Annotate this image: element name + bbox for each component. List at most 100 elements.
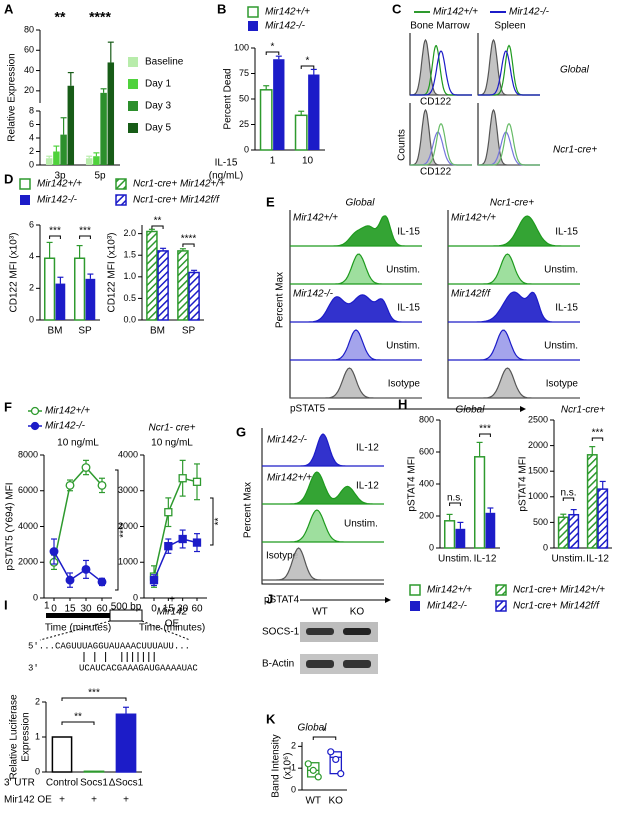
legend-label: Mir142-/-	[265, 21, 306, 32]
blot-label: SOCS-1	[262, 627, 300, 638]
bracket	[210, 497, 214, 546]
y-tick-label: 20	[24, 85, 34, 95]
legend-label: Mir142+/+	[45, 406, 90, 417]
legend-label: Mir142+/+	[433, 7, 478, 18]
legend-swatch	[495, 600, 507, 612]
x-tick-label: WT	[305, 796, 321, 807]
bar	[146, 230, 158, 321]
box	[329, 751, 343, 775]
histogram	[290, 253, 422, 285]
y-tick-label: 500	[533, 517, 548, 527]
histogram	[448, 291, 580, 323]
y-tick-label: 100	[234, 42, 249, 52]
bar	[55, 283, 66, 320]
legend-swatch	[410, 601, 420, 611]
histogram	[448, 253, 580, 285]
point	[304, 760, 312, 768]
legend-swatch	[248, 21, 258, 31]
utr-bar	[46, 613, 110, 618]
y-axis-label: pSTAT4 MFI	[407, 456, 418, 511]
line	[153, 538, 198, 581]
bar	[557, 516, 569, 549]
y-tick-label: 1	[35, 731, 40, 741]
bracket	[61, 697, 127, 701]
plus-sign: +	[123, 795, 129, 806]
genotype-label: Mir142-/-	[293, 289, 334, 300]
x-axis-label: IL-15	[215, 158, 238, 169]
y-axis-label: pSTAT5 (Y694) MFI	[5, 483, 16, 571]
annotation: ***	[88, 688, 100, 699]
bar	[485, 512, 496, 548]
legend-label: Mir142+/+	[427, 585, 472, 596]
condition-label: Isotype	[546, 379, 579, 390]
x-tick-label: 10	[302, 156, 314, 167]
bar	[568, 513, 580, 549]
point	[314, 773, 322, 781]
condition-label: Unstim.	[544, 265, 578, 276]
column-label: Spleen	[494, 21, 525, 32]
marker	[192, 538, 202, 547]
y-tick-label: 8000	[18, 449, 38, 459]
histogram	[262, 509, 384, 543]
panel-letter: C	[392, 1, 402, 16]
x-tick-label: SP	[78, 326, 92, 337]
condition-label: Isotype	[388, 379, 421, 390]
y-tick-label: 0	[29, 314, 34, 324]
axis-label: Counts	[397, 129, 408, 161]
annotation: ***	[479, 424, 491, 435]
annotation: *	[271, 42, 275, 53]
x-axis-label: (ng/mL)	[209, 171, 243, 182]
marker	[178, 474, 187, 483]
x-tick-label: 1	[270, 156, 276, 167]
line	[53, 551, 103, 583]
bracket	[562, 497, 575, 501]
histogram	[290, 294, 422, 323]
utr-sequence: 5'...CAGUUUAGGUAUAAACUUUAUU...	[28, 641, 190, 651]
plus-sign: +	[91, 795, 97, 806]
y-tick-label: 1.0	[123, 271, 136, 281]
axis-label: CD122	[420, 97, 452, 108]
bar	[85, 278, 96, 320]
condition-label: IL-12	[356, 481, 379, 492]
y-tick-label: 0	[33, 592, 38, 602]
x-tick-label: SP	[182, 326, 196, 337]
axis-label: Percent Max	[243, 482, 254, 538]
y-tick-label: 2000	[528, 440, 548, 450]
histogram	[262, 471, 384, 505]
panel-letter: F	[4, 399, 12, 414]
y-tick-label: 0	[29, 159, 34, 169]
x-tick-label: BM	[48, 326, 63, 337]
bar	[177, 250, 189, 321]
marker	[81, 463, 91, 472]
y-tick-label: 600	[419, 446, 434, 456]
legend-swatch	[128, 101, 138, 111]
blot-label: B-Actin	[262, 659, 294, 670]
x-tick-label: Socs1	[80, 778, 108, 789]
bar	[157, 250, 169, 321]
x-tick-label: 15	[163, 604, 175, 615]
histogram	[410, 50, 472, 96]
blot-strip	[300, 622, 378, 642]
genotype-label: Mir142+/+	[293, 213, 338, 224]
histogram	[478, 38, 540, 96]
bar	[308, 74, 320, 150]
annotation: ****	[89, 9, 111, 25]
legend-label: Ncr1-cre+ Mir142f/f	[513, 601, 600, 612]
condition-label: Unstim.	[344, 519, 378, 530]
axis-label: pSTAT4	[264, 595, 300, 606]
y-tick-label: 4000	[118, 449, 138, 459]
y-tick-label: 4000	[18, 521, 38, 531]
y-tick-label: 1000	[528, 491, 548, 501]
bar	[115, 713, 137, 773]
bracket	[49, 235, 61, 239]
legend-swatch	[20, 195, 30, 205]
legend-label: Ncr1-cre+ Mir142+/+	[133, 179, 225, 190]
x-tick-label: IL-12	[474, 554, 497, 565]
x-tick-label: 15	[64, 604, 76, 615]
legend-label: Mir142-/-	[37, 195, 78, 206]
panel-letters: A B C D E F G H I J K	[4, 1, 407, 726]
y-tick-label: 0	[291, 784, 296, 794]
bar	[273, 59, 285, 150]
histogram	[290, 367, 422, 399]
histogram	[448, 215, 580, 247]
